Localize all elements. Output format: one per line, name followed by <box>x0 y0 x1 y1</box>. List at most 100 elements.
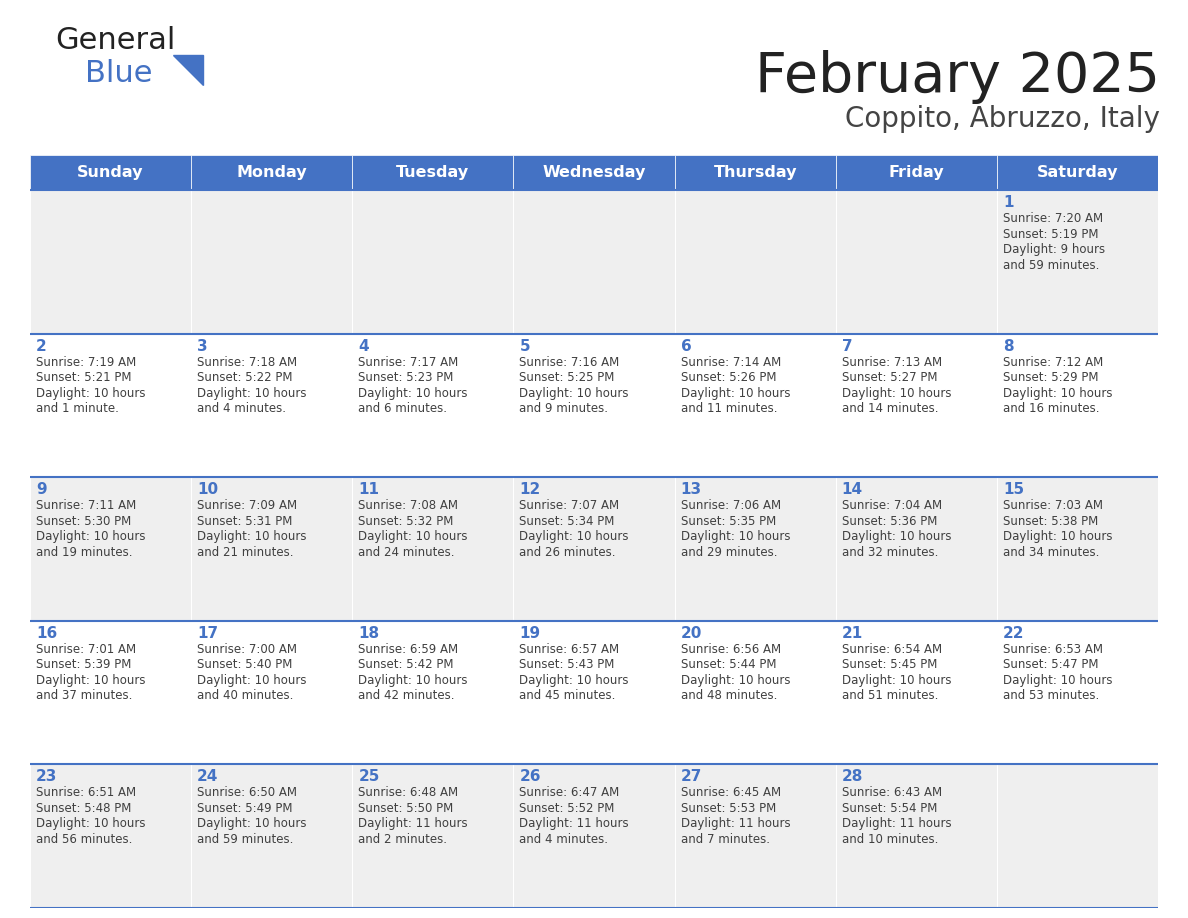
Text: Sunrise: 7:14 AM: Sunrise: 7:14 AM <box>681 355 781 369</box>
Text: Sunset: 5:48 PM: Sunset: 5:48 PM <box>36 802 132 815</box>
Text: and 56 minutes.: and 56 minutes. <box>36 833 132 845</box>
Text: 20: 20 <box>681 626 702 641</box>
Text: Daylight: 11 hours: Daylight: 11 hours <box>519 817 630 831</box>
Text: 22: 22 <box>1003 626 1024 641</box>
Text: and 34 minutes.: and 34 minutes. <box>1003 545 1099 559</box>
Text: Daylight: 10 hours: Daylight: 10 hours <box>197 531 307 543</box>
Text: and 19 minutes.: and 19 minutes. <box>36 545 133 559</box>
Text: and 48 minutes.: and 48 minutes. <box>681 689 777 702</box>
Text: Daylight: 10 hours: Daylight: 10 hours <box>197 674 307 687</box>
Polygon shape <box>173 55 203 85</box>
Text: Daylight: 10 hours: Daylight: 10 hours <box>36 531 145 543</box>
Text: Sunrise: 6:56 AM: Sunrise: 6:56 AM <box>681 643 781 655</box>
FancyBboxPatch shape <box>191 155 353 190</box>
Text: Sunset: 5:27 PM: Sunset: 5:27 PM <box>842 371 937 384</box>
Text: Saturday: Saturday <box>1037 165 1118 180</box>
Text: Daylight: 10 hours: Daylight: 10 hours <box>681 531 790 543</box>
FancyBboxPatch shape <box>353 333 513 477</box>
Text: Sunset: 5:34 PM: Sunset: 5:34 PM <box>519 515 615 528</box>
Text: Wednesday: Wednesday <box>542 165 646 180</box>
Text: 8: 8 <box>1003 339 1013 353</box>
Text: and 2 minutes.: and 2 minutes. <box>359 833 448 845</box>
Text: and 10 minutes.: and 10 minutes. <box>842 833 939 845</box>
Text: and 51 minutes.: and 51 minutes. <box>842 689 939 702</box>
Text: Sunrise: 6:54 AM: Sunrise: 6:54 AM <box>842 643 942 655</box>
Text: 7: 7 <box>842 339 852 353</box>
FancyBboxPatch shape <box>513 765 675 908</box>
Text: Monday: Monday <box>236 165 307 180</box>
Text: and 40 minutes.: and 40 minutes. <box>197 689 293 702</box>
Text: Sunset: 5:47 PM: Sunset: 5:47 PM <box>1003 658 1099 671</box>
FancyBboxPatch shape <box>675 621 835 765</box>
Text: Daylight: 10 hours: Daylight: 10 hours <box>359 674 468 687</box>
FancyBboxPatch shape <box>30 333 191 477</box>
FancyBboxPatch shape <box>353 765 513 908</box>
Text: and 26 minutes.: and 26 minutes. <box>519 545 615 559</box>
Text: 23: 23 <box>36 769 57 784</box>
FancyBboxPatch shape <box>997 190 1158 333</box>
Text: 11: 11 <box>359 482 379 498</box>
Text: Daylight: 11 hours: Daylight: 11 hours <box>842 817 952 831</box>
Text: and 14 minutes.: and 14 minutes. <box>842 402 939 415</box>
Text: Sunrise: 6:43 AM: Sunrise: 6:43 AM <box>842 787 942 800</box>
Text: and 59 minutes.: and 59 minutes. <box>197 833 293 845</box>
Text: Sunset: 5:32 PM: Sunset: 5:32 PM <box>359 515 454 528</box>
Text: and 9 minutes.: and 9 minutes. <box>519 402 608 415</box>
FancyBboxPatch shape <box>835 333 997 477</box>
Text: Sunset: 5:53 PM: Sunset: 5:53 PM <box>681 802 776 815</box>
Text: and 4 minutes.: and 4 minutes. <box>197 402 286 415</box>
Text: 15: 15 <box>1003 482 1024 498</box>
FancyBboxPatch shape <box>835 477 997 621</box>
Text: and 53 minutes.: and 53 minutes. <box>1003 689 1099 702</box>
Text: Daylight: 11 hours: Daylight: 11 hours <box>359 817 468 831</box>
Text: Sunset: 5:30 PM: Sunset: 5:30 PM <box>36 515 131 528</box>
Text: Tuesday: Tuesday <box>397 165 469 180</box>
FancyBboxPatch shape <box>191 621 353 765</box>
Text: Sunset: 5:35 PM: Sunset: 5:35 PM <box>681 515 776 528</box>
Text: Daylight: 9 hours: Daylight: 9 hours <box>1003 243 1105 256</box>
Text: 17: 17 <box>197 626 219 641</box>
Text: Sunrise: 7:20 AM: Sunrise: 7:20 AM <box>1003 212 1102 225</box>
FancyBboxPatch shape <box>30 155 191 190</box>
Text: Daylight: 10 hours: Daylight: 10 hours <box>1003 531 1112 543</box>
Text: 3: 3 <box>197 339 208 353</box>
Text: Sunset: 5:39 PM: Sunset: 5:39 PM <box>36 658 132 671</box>
Text: Daylight: 11 hours: Daylight: 11 hours <box>681 817 790 831</box>
Text: 14: 14 <box>842 482 862 498</box>
Text: Sunrise: 6:59 AM: Sunrise: 6:59 AM <box>359 643 459 655</box>
FancyBboxPatch shape <box>997 765 1158 908</box>
Text: 18: 18 <box>359 626 379 641</box>
Text: Sunset: 5:54 PM: Sunset: 5:54 PM <box>842 802 937 815</box>
Text: 5: 5 <box>519 339 530 353</box>
FancyBboxPatch shape <box>513 155 675 190</box>
Text: 4: 4 <box>359 339 369 353</box>
Text: and 32 minutes.: and 32 minutes. <box>842 545 939 559</box>
FancyBboxPatch shape <box>513 621 675 765</box>
Text: 28: 28 <box>842 769 864 784</box>
Text: Sunset: 5:23 PM: Sunset: 5:23 PM <box>359 371 454 384</box>
Text: 19: 19 <box>519 626 541 641</box>
Text: and 24 minutes.: and 24 minutes. <box>359 545 455 559</box>
Text: Sunrise: 6:51 AM: Sunrise: 6:51 AM <box>36 787 137 800</box>
Text: Daylight: 10 hours: Daylight: 10 hours <box>197 817 307 831</box>
Text: Sunset: 5:21 PM: Sunset: 5:21 PM <box>36 371 132 384</box>
Text: Daylight: 10 hours: Daylight: 10 hours <box>1003 674 1112 687</box>
Text: Sunset: 5:49 PM: Sunset: 5:49 PM <box>197 802 292 815</box>
FancyBboxPatch shape <box>835 765 997 908</box>
Text: 27: 27 <box>681 769 702 784</box>
Text: Daylight: 10 hours: Daylight: 10 hours <box>36 817 145 831</box>
FancyBboxPatch shape <box>835 621 997 765</box>
FancyBboxPatch shape <box>675 477 835 621</box>
FancyBboxPatch shape <box>30 477 191 621</box>
Text: Daylight: 10 hours: Daylight: 10 hours <box>359 531 468 543</box>
FancyBboxPatch shape <box>353 477 513 621</box>
FancyBboxPatch shape <box>353 190 513 333</box>
Text: Blue: Blue <box>86 59 152 88</box>
Text: Sunrise: 7:12 AM: Sunrise: 7:12 AM <box>1003 355 1104 369</box>
Text: Sunrise: 7:06 AM: Sunrise: 7:06 AM <box>681 499 781 512</box>
Text: Sunrise: 7:08 AM: Sunrise: 7:08 AM <box>359 499 459 512</box>
Text: Sunrise: 7:04 AM: Sunrise: 7:04 AM <box>842 499 942 512</box>
Text: Sunrise: 6:57 AM: Sunrise: 6:57 AM <box>519 643 620 655</box>
FancyBboxPatch shape <box>997 155 1158 190</box>
FancyBboxPatch shape <box>997 333 1158 477</box>
